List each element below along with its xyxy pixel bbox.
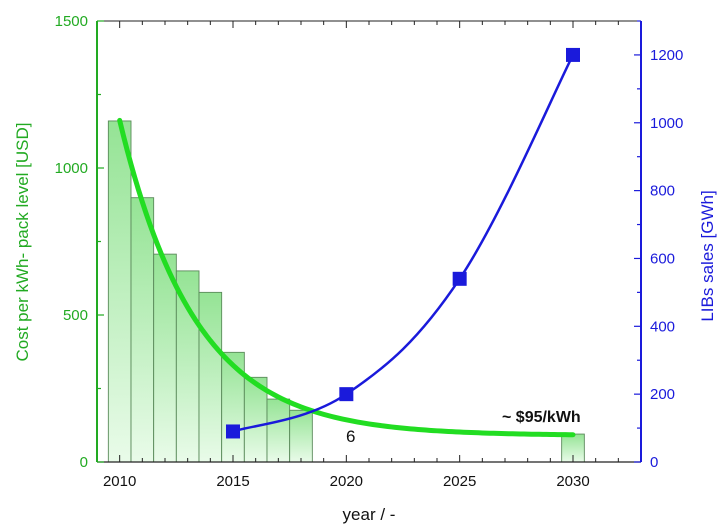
sales-point: [226, 424, 240, 439]
y-left-tick-label: 500: [63, 307, 88, 324]
y-left-ticks: 0 500 1000 1500: [55, 13, 104, 471]
cost-bar: [130, 197, 155, 463]
x-tick-label: 2025: [443, 473, 476, 490]
sales-layer: [226, 47, 580, 439]
cost-bar: [221, 351, 245, 463]
x-tick-label: 2010: [103, 473, 136, 490]
sales-point: [452, 271, 467, 286]
y-left-tick-label: 1000: [55, 160, 88, 177]
y-left-tick-label: 1500: [55, 13, 88, 30]
cost-fit-layer: [117, 117, 576, 438]
y-right-tick-label: 800: [650, 183, 675, 200]
cost-bar: [198, 291, 223, 463]
y-right-axis-label: LIBs sales [GWh]: [698, 190, 717, 321]
x-tick-label: 2015: [216, 473, 249, 490]
y-right-tick-label: 600: [650, 250, 675, 267]
sales-point: [339, 387, 354, 402]
cost-fit-curve: [117, 117, 576, 438]
cost-bar: [175, 270, 200, 463]
y-right-tick-label: 1000: [650, 115, 683, 132]
x-tick-label: 2020: [330, 473, 363, 490]
sales-point: [566, 47, 580, 62]
cost-bar: [107, 120, 132, 463]
y-right-tick-label: 0: [650, 454, 658, 471]
y-right-tick-label: 400: [650, 318, 675, 335]
x-tick-label: 2030: [556, 473, 589, 490]
x-ticks: 2010 2015 2020 2025 2030: [103, 21, 619, 490]
y-left-axis-label: Cost per kWh- pack level [USD]: [13, 122, 32, 361]
y-left-tick-label: 0: [80, 454, 88, 471]
sales-curve: [232, 54, 575, 433]
y-right-tick-label: 1200: [650, 47, 683, 64]
price-annotation: ~ $95/kWh: [502, 409, 581, 426]
y-right-ticks: 0 200 400 600 800 1000 1200: [634, 20, 683, 471]
small-annotation: 6: [346, 427, 355, 446]
cost-bar: [266, 398, 291, 463]
x-axis-label: year / -: [343, 505, 396, 524]
y-right-tick-label: 200: [650, 386, 675, 403]
